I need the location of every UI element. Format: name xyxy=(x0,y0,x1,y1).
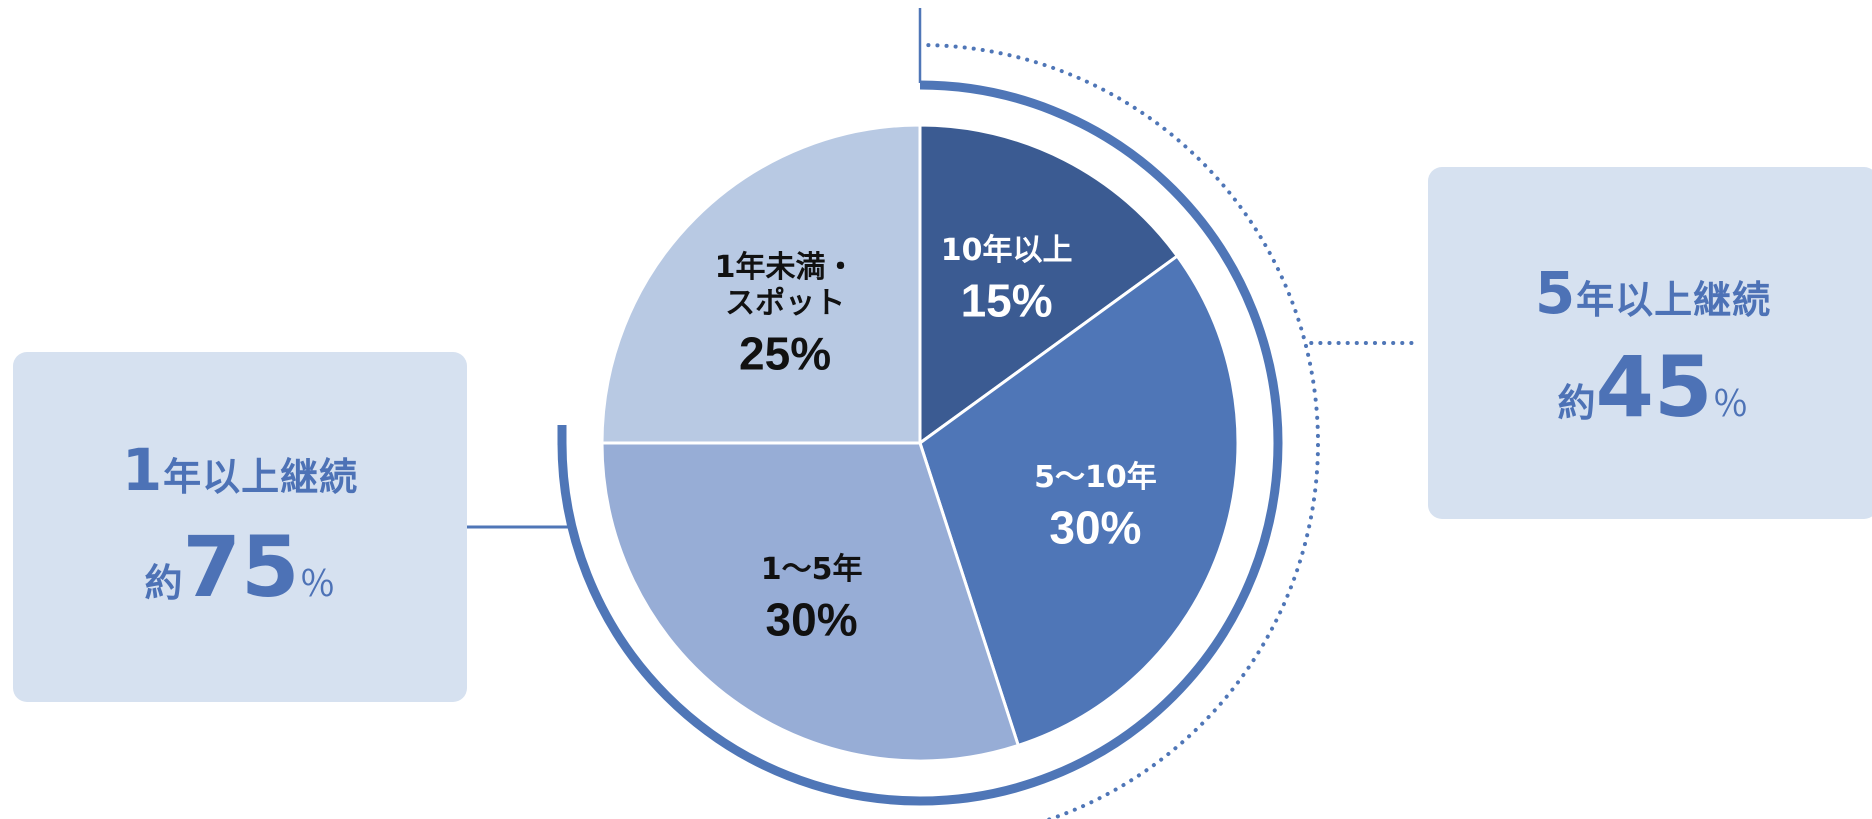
pie-slice xyxy=(918,123,1179,445)
pie-slices xyxy=(600,123,1240,763)
slice-category-label: 1〜5年 xyxy=(761,552,863,587)
slice-value-label: 25% xyxy=(739,328,831,380)
pie-slice xyxy=(600,123,922,445)
callout-five-years-plus-title-number: 5 xyxy=(1534,259,1577,327)
bracket-one-year-plus-arc xyxy=(557,80,1283,806)
callout-five-years-plus-prefix: 約 xyxy=(1557,381,1596,425)
pie-slice xyxy=(918,254,1240,747)
callout-five-years-plus: 5年以上継続 約45％ xyxy=(1428,167,1872,519)
callout-five-years-plus-number: 45 xyxy=(1595,338,1713,436)
slice-value-label: 30% xyxy=(766,594,858,646)
slice-category-label: 5〜10年 xyxy=(1034,460,1157,495)
callout-five-years-plus-value: 約45％ xyxy=(1428,338,1872,436)
pie-slice xyxy=(600,441,1020,763)
callout-one-year-plus-value: 約75％ xyxy=(13,518,467,616)
slice-value-label: 15% xyxy=(961,274,1053,326)
slice-category-label: スポット xyxy=(725,286,845,321)
callout-one-year-plus-title-number: 1 xyxy=(121,436,164,504)
callout-five-years-plus-title-text: 年以上継続 xyxy=(1576,278,1772,322)
callout-one-year-plus-unit: ％ xyxy=(299,564,336,605)
slice-value-label: 30% xyxy=(1049,501,1141,553)
callout-one-year-plus: 1年以上継続 約75％ xyxy=(13,352,467,702)
slice-category-label: 10年以上 xyxy=(941,233,1073,268)
bracket-one-year-plus xyxy=(467,80,1283,806)
callout-one-year-plus-title-text: 年以上継続 xyxy=(163,455,359,499)
callout-five-years-plus-title: 5年以上継続 xyxy=(1428,259,1872,327)
bracket-five-years-plus xyxy=(918,8,1422,819)
callout-one-year-plus-number: 75 xyxy=(182,518,300,616)
slice-labels: 10年以上 15% 5〜10年 30% 1〜5年 30% 1年未満・スポット 25% xyxy=(715,233,1157,646)
slice-category-label: 1年未満・ xyxy=(715,250,856,285)
callout-five-years-plus-unit: ％ xyxy=(1712,384,1749,425)
callout-one-year-plus-prefix: 約 xyxy=(144,561,183,605)
callout-one-year-plus-title: 1年以上継続 xyxy=(13,436,467,504)
